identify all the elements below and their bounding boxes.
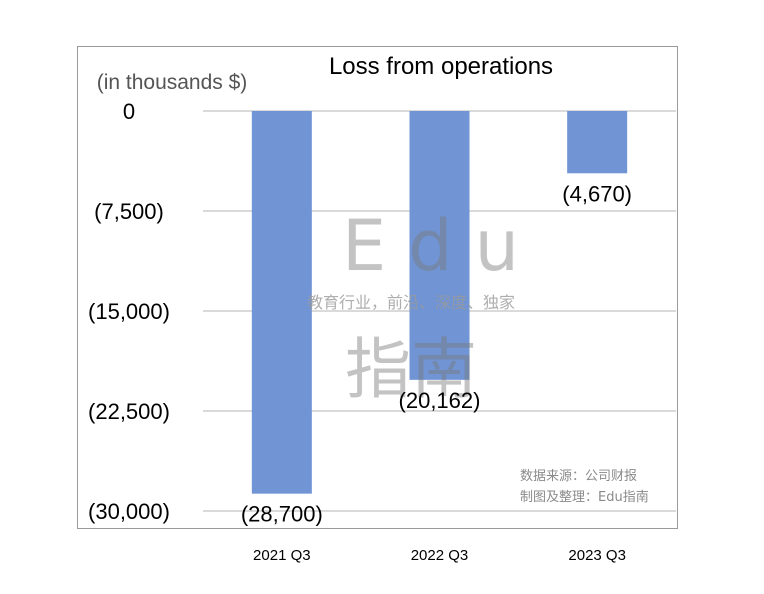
watermark-brand-latin: Edu: [342, 205, 541, 287]
x-tick-label: 2023 Q3: [568, 547, 626, 564]
data-label: (20,162): [399, 388, 481, 413]
watermark: Edu 教育行业，前沿、深度、独家 指南: [307, 205, 541, 408]
watermark-brand-chinese: 指南: [345, 331, 477, 408]
y-axis-ticks: 0 (7,500) (15,000) (22,500) (30,000): [88, 99, 170, 524]
y-tick-label: (22,500): [88, 399, 170, 424]
unit-label: (in thousands $): [97, 71, 248, 94]
data-label: (4,670): [562, 181, 632, 206]
y-tick-label: (7,500): [94, 199, 164, 224]
watermark-tagline: 教育行业，前沿、深度、独家: [307, 293, 515, 312]
bars: [251, 111, 628, 494]
x-tick-label: 2022 Q3: [411, 547, 469, 564]
data-labels: (28,700) (20,162) (4,670): [241, 181, 632, 526]
y-tick-label: (30,000): [88, 499, 170, 524]
data-label: (28,700): [241, 502, 323, 527]
source-note-line1: 数据来源：公司财报: [520, 469, 637, 484]
source-note-line2: 制图及整理：Edu指南: [520, 489, 649, 505]
chart-title: Loss from operations: [329, 53, 553, 80]
y-tick-label: (15,000): [88, 299, 170, 324]
bar-2021-q3: [251, 111, 312, 494]
x-tick-label: 2021 Q3: [253, 547, 311, 564]
x-axis-ticks: 2021 Q3 2022 Q3 2023 Q3: [253, 547, 626, 564]
bar-2023-q3: [567, 111, 628, 174]
y-tick-label: 0: [123, 99, 135, 124]
bar-2022-q3: [409, 111, 470, 380]
